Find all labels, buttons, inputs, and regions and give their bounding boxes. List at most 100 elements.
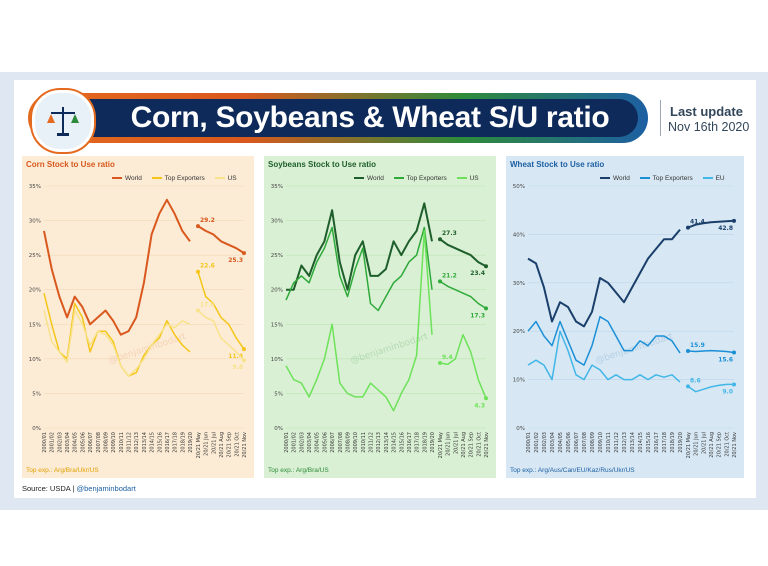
x-tick-label: 2000/01 [42, 432, 48, 453]
x-tick-label: 2012/13 [622, 432, 628, 453]
x-tick-label: 20/21 Jun [204, 432, 210, 456]
scale-logo-icon [32, 90, 94, 152]
projection-end-point [242, 358, 246, 363]
y-tick-label: 30% [513, 281, 525, 287]
series-line-historical [285, 230, 433, 412]
series-line-historical [527, 330, 681, 383]
projection-end-point [484, 306, 488, 311]
legend-label: US [227, 175, 237, 182]
x-tick-label: 2005/06 [80, 432, 86, 453]
x-tick-label: 2001/02 [534, 432, 540, 453]
x-tick-label: 2012/13 [134, 432, 140, 453]
x-tick-label: 2004/05 [558, 432, 564, 453]
x-tick-label: 2017/18 [173, 432, 179, 453]
projection-start-point [196, 269, 200, 274]
x-tick-label: 2006/07 [88, 432, 94, 453]
y-tick-label: 10% [29, 357, 41, 363]
x-tick-label: 20/21 Nov [484, 432, 490, 458]
data-label: 22.6 [200, 263, 215, 270]
series-line-projection [439, 333, 487, 399]
last-update-value: Nov 16th 2020 [668, 120, 750, 134]
y-tick-label: 10% [513, 378, 525, 384]
x-tick-label: 2011/12 [127, 432, 133, 453]
x-tick-label: 2001/02 [292, 432, 298, 453]
legend-swatch [702, 177, 713, 180]
x-tick-label: 2018/19 [180, 432, 186, 453]
projection-end-point [484, 264, 488, 269]
legend-label: Top Exporters [652, 175, 693, 182]
x-tick-label: 2007/08 [96, 432, 102, 453]
series-line-projection [687, 349, 735, 354]
series-line-projection [439, 238, 487, 268]
x-tick-label: 2018/19 [670, 432, 676, 453]
projection-start-point [686, 384, 690, 389]
series-line-historical [527, 315, 681, 366]
x-tick-label: 20/21 Jun [446, 432, 452, 456]
x-tick-label: 2015/16 [157, 432, 163, 453]
legend-swatch [151, 177, 162, 180]
projection-start-point [196, 308, 200, 313]
legend-label: Top Exporters [164, 175, 205, 182]
legend-swatch [393, 177, 404, 180]
legend-label: Top Exporters [406, 175, 447, 182]
projection-start-point [438, 361, 442, 366]
projection-end-point [242, 251, 246, 256]
soybeans-chart-title: Soybeans Stock to Use ratio [268, 160, 377, 169]
projection-start-point [686, 225, 690, 230]
legend-swatch [354, 177, 364, 180]
x-tick-label: 20/21 Jul [453, 432, 459, 454]
legend-swatch [112, 177, 122, 180]
soybeans-panel: Soybeans Stock to Use ratio World Top Ex… [264, 156, 496, 478]
x-tick-label: 2006/07 [330, 432, 336, 453]
x-tick-label: 2013/14 [630, 432, 636, 453]
x-tick-label: 2018/19 [422, 432, 428, 453]
y-tick-label: 0% [274, 426, 283, 432]
x-tick-label: 20/21 Oct [724, 432, 730, 457]
y-tick-label: 0% [32, 426, 41, 432]
x-tick-label: 20/21 Nov [242, 432, 248, 458]
x-tick-label: 2009/10 [598, 432, 604, 453]
legend-swatch [214, 177, 225, 180]
wheat-legend: World Top Exporters EU [592, 175, 725, 182]
x-tick-label: 20/21 Sep [469, 432, 475, 457]
x-tick-label: 2003/04 [550, 432, 556, 453]
data-label: 9.8 [232, 364, 243, 371]
x-tick-label: 2016/17 [165, 432, 171, 453]
x-tick-label: 2005/06 [322, 432, 328, 453]
source-handle: @benjaminbodart [76, 484, 136, 493]
page-title: Corn, Soybeans & Wheat S/U ratio [130, 101, 610, 134]
x-tick-label: 2002/03 [57, 432, 63, 453]
wheat-panel: Wheat Stock to Use ratio World Top Expor… [506, 156, 744, 478]
x-tick-label: 2015/16 [399, 432, 405, 453]
legend-label: US [469, 175, 479, 182]
x-tick-label: 2004/05 [315, 432, 321, 453]
series-line-projection [687, 219, 735, 229]
title-banner-inner [38, 99, 638, 137]
x-tick-label: 2011/12 [614, 432, 620, 453]
x-tick-label: 20/21 May [196, 432, 202, 458]
legend-label: World [613, 175, 630, 182]
y-tick-label: 20% [513, 329, 525, 335]
x-tick-label: 2002/03 [299, 432, 305, 453]
projection-end-point [732, 382, 736, 387]
projection-end-point [732, 350, 736, 355]
projection-start-point [438, 237, 442, 242]
y-tick-label: 25% [29, 253, 41, 259]
x-tick-label: 2015/16 [646, 432, 652, 453]
x-tick-label: 20/21 Oct [234, 432, 240, 457]
projection-end-point [484, 396, 488, 401]
y-tick-label: 30% [29, 219, 41, 225]
x-tick-label: 20/21 May [438, 432, 444, 458]
legend-swatch [639, 177, 650, 180]
y-tick-label: 15% [271, 322, 283, 328]
x-tick-label: 20/21 Nov [732, 432, 738, 458]
projection-end-point [732, 218, 736, 223]
data-label: 8.6 [690, 377, 701, 384]
x-tick-label: 2010/11 [119, 432, 125, 453]
data-label: 29.2 [200, 217, 215, 224]
y-tick-label: 5% [274, 391, 283, 397]
x-tick-label: 2014/15 [392, 432, 398, 453]
y-tick-label: 25% [271, 253, 283, 259]
data-label: 23.4 [470, 270, 485, 277]
series-line-projection [687, 383, 734, 393]
